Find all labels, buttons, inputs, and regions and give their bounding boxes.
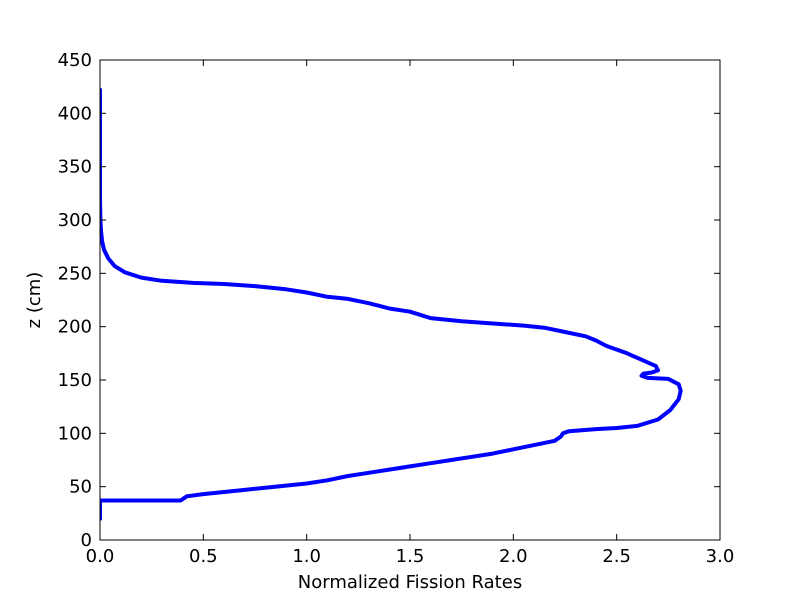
y-tick-label: 0 bbox=[81, 530, 92, 551]
y-tick-label: 250 bbox=[58, 263, 92, 284]
y-tick-label: 300 bbox=[58, 210, 92, 231]
y-tick-label: 100 bbox=[58, 423, 92, 444]
y-tick-label: 150 bbox=[58, 370, 92, 391]
x-tick-label: 1.0 bbox=[292, 546, 321, 567]
series-line-0 bbox=[100, 87, 683, 521]
y-tick-label: 450 bbox=[58, 50, 92, 71]
y-axis-label: z (cm) bbox=[24, 272, 45, 329]
x-tick-label: 0.0 bbox=[86, 546, 115, 567]
y-tick-label: 400 bbox=[58, 103, 92, 124]
x-axis-label: Normalized Fission Rates bbox=[298, 572, 522, 593]
y-axis: 0 50 100 150 200 250 300 350 400 450 bbox=[58, 50, 720, 551]
y-tick-label: 350 bbox=[58, 157, 92, 178]
x-tick-label: 0.5 bbox=[189, 546, 218, 567]
x-tick-label: 1.5 bbox=[396, 546, 425, 567]
y-tick-label: 200 bbox=[58, 317, 92, 338]
x-axis: 0.0 0.5 1.0 1.5 2.0 2.5 3.0 bbox=[86, 60, 735, 567]
x-tick-label: 3.0 bbox=[706, 546, 735, 567]
y-tick-label: 50 bbox=[69, 477, 92, 498]
x-tick-label: 2.0 bbox=[499, 546, 528, 567]
x-tick-label: 2.5 bbox=[602, 546, 631, 567]
